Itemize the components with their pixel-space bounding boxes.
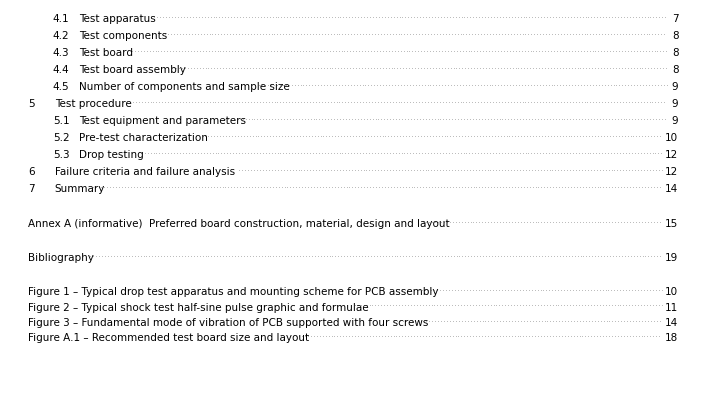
Text: Figure 3 – Fundamental mode of vibration of PCB supported with four screws: Figure 3 – Fundamental mode of vibration… [28, 317, 429, 327]
Text: Annex A (informative)  Preferred board construction, material, design and layout: Annex A (informative) Preferred board co… [28, 218, 450, 228]
Text: 9: 9 [672, 99, 678, 109]
Text: 18: 18 [665, 333, 678, 342]
Text: 19: 19 [665, 252, 678, 262]
Text: Figure A.1 – Recommended test board size and layout: Figure A.1 – Recommended test board size… [28, 333, 309, 342]
Text: 15: 15 [665, 218, 678, 228]
Text: 6: 6 [28, 167, 34, 177]
Text: Test components: Test components [79, 31, 168, 41]
Text: Figure 2 – Typical shock test half-sine pulse graphic and formulae: Figure 2 – Typical shock test half-sine … [28, 302, 369, 312]
Text: 14: 14 [665, 317, 678, 327]
Text: Test equipment and parameters: Test equipment and parameters [79, 116, 247, 126]
Text: Number of components and sample size: Number of components and sample size [79, 82, 290, 92]
Text: 7: 7 [28, 184, 34, 194]
Text: 14: 14 [665, 184, 678, 194]
Text: 8: 8 [672, 48, 678, 58]
Text: Test board assembly: Test board assembly [79, 65, 186, 75]
Text: 12: 12 [665, 167, 678, 177]
Text: 11: 11 [665, 302, 678, 312]
Text: Test apparatus: Test apparatus [79, 14, 156, 24]
Text: 5.1: 5.1 [53, 116, 70, 126]
Text: Figure 1 – Typical drop test apparatus and mounting scheme for PCB assembly: Figure 1 – Typical drop test apparatus a… [28, 286, 439, 297]
Text: Test procedure: Test procedure [55, 99, 131, 109]
Text: 4.5: 4.5 [53, 82, 70, 92]
Text: 5.2: 5.2 [53, 133, 70, 143]
Text: Drop testing: Drop testing [79, 150, 144, 160]
Text: 4.4: 4.4 [53, 65, 70, 75]
Text: 4.3: 4.3 [53, 48, 70, 58]
Text: 7: 7 [672, 14, 678, 24]
Text: Failure criteria and failure analysis: Failure criteria and failure analysis [55, 167, 235, 177]
Text: 8: 8 [672, 65, 678, 75]
Text: 5: 5 [28, 99, 34, 109]
Text: 4.1: 4.1 [53, 14, 70, 24]
Text: 9: 9 [672, 116, 678, 126]
Text: 4.2: 4.2 [53, 31, 70, 41]
Text: 5.3: 5.3 [53, 150, 70, 160]
Text: Bibliography: Bibliography [28, 252, 94, 262]
Text: 12: 12 [665, 150, 678, 160]
Text: Test board: Test board [79, 48, 134, 58]
Text: 8: 8 [672, 31, 678, 41]
Text: 10: 10 [665, 286, 678, 297]
Text: Pre-test characterization: Pre-test characterization [79, 133, 208, 143]
Text: 9: 9 [672, 82, 678, 92]
Text: 10: 10 [665, 133, 678, 143]
Text: Summary: Summary [55, 184, 105, 194]
